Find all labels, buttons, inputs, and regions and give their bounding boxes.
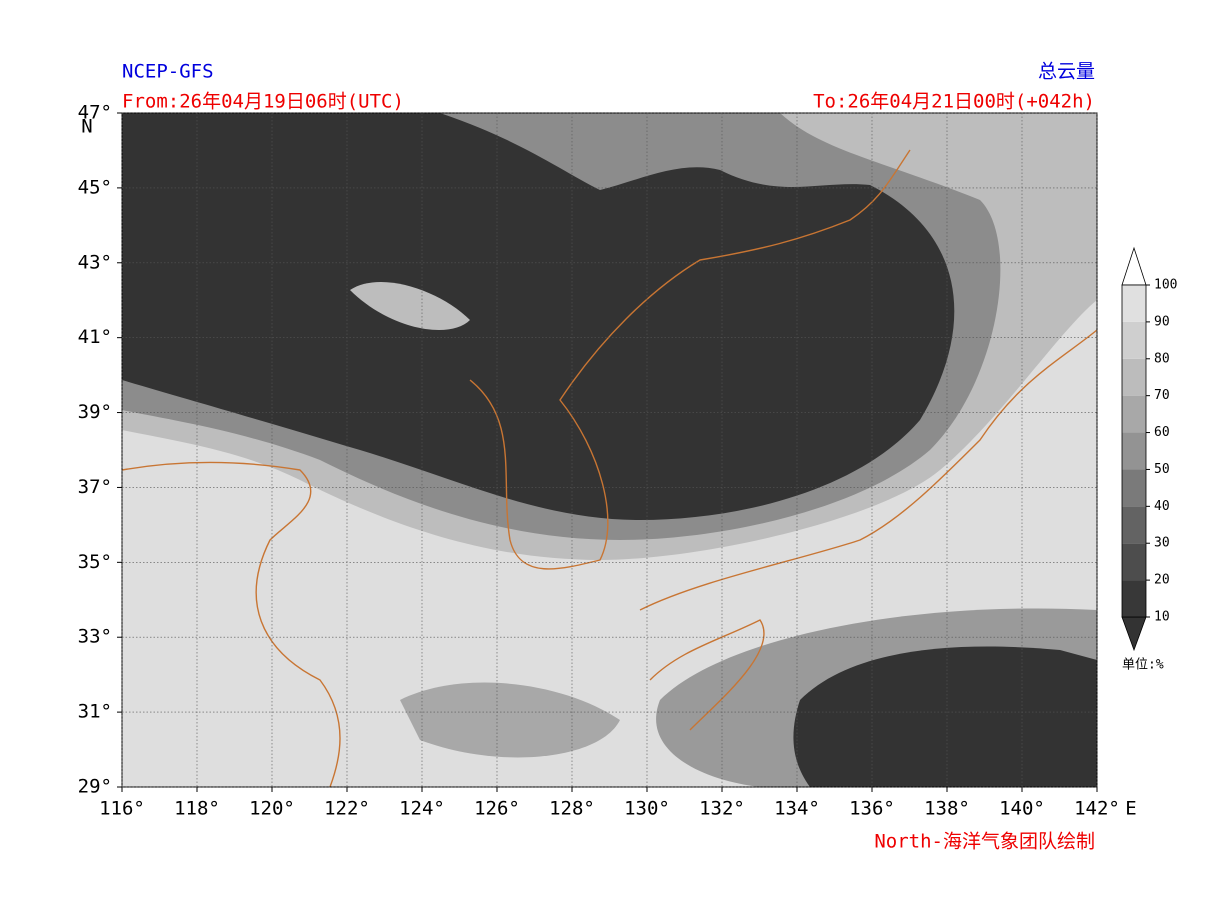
colorbar-over (1121, 246, 1147, 286)
colorbar-tick-label: 30 (1154, 536, 1170, 551)
lon-tick-label: 116° (99, 798, 145, 820)
colorbar-band (1122, 321, 1146, 359)
colorbar-tick-label: 70 (1154, 388, 1170, 403)
colorbar-tick-label: 20 (1154, 573, 1170, 588)
lon-tick-label: 118° (174, 798, 220, 820)
lon-tick-label: 134° (774, 798, 820, 820)
colorbar-band (1122, 395, 1146, 433)
colorbar-under (1121, 616, 1147, 652)
colorbar-frame (1121, 284, 1147, 618)
lat-tick-label: 37° (78, 476, 112, 498)
cloud-field (122, 113, 1097, 787)
colorbar-band (1122, 432, 1146, 470)
lon-tick-label: 140° (999, 798, 1045, 820)
colorbar-tick-label: 100 (1154, 278, 1177, 293)
lon-tick-label: 138° (924, 798, 970, 820)
map-area: N (81, 112, 1098, 788)
lat-unit: N (81, 116, 92, 138)
lon-tick-label: 120° (249, 798, 295, 820)
colorbar-band (1122, 469, 1146, 507)
lat-tick-label: 31° (78, 701, 112, 723)
lat-tick-label: 45° (78, 176, 112, 198)
colorbar-tick-label: 90 (1154, 314, 1170, 329)
lat-tick-label: 35° (78, 551, 112, 573)
lat-tick-label: 33° (78, 626, 112, 648)
colorbar-unit: 单位:% (1122, 658, 1164, 673)
colorbar-band (1122, 358, 1146, 396)
lat-tick-label: 47° (78, 102, 112, 124)
lon-tick-label: 136° (849, 798, 895, 820)
colorbar-tick-label: 80 (1154, 351, 1170, 366)
lon-unit: E (1125, 798, 1136, 820)
lat-tick-label: 29° (78, 776, 112, 798)
lon-tick-label: 128° (549, 798, 595, 820)
credit: North-海洋气象团队绘制 (874, 831, 1095, 853)
colorbar-tick-label: 60 (1154, 425, 1170, 440)
colorbar-tick-label: 50 (1154, 462, 1170, 477)
lat-tick-label: 41° (78, 326, 112, 348)
model-name: NCEP-GFS (122, 61, 214, 83)
variable-name: 总云量 (1038, 61, 1095, 83)
colorbar-band (1122, 285, 1146, 322)
lon-tick-label: 126° (474, 798, 520, 820)
colorbar-tick-label: 40 (1154, 499, 1170, 514)
lon-tick-label: 132° (699, 798, 745, 820)
lon-tick-label: 124° (399, 798, 445, 820)
lon-tick-label: 130° (624, 798, 670, 820)
colorbar-band (1122, 580, 1146, 617)
to-time: To:26年04月21日00时(+042h) (813, 91, 1095, 113)
from-time: From:26年04月19日06时(UTC) (122, 91, 404, 113)
lon-tick-label: 122° (324, 798, 370, 820)
colorbar-band (1122, 543, 1146, 581)
lat-tick-label: 43° (78, 251, 112, 273)
lat-tick-label: 39° (78, 401, 112, 423)
colorbar-tick-label: 10 (1154, 610, 1170, 625)
lon-tick-label: 142° (1074, 798, 1120, 820)
colorbar-band (1122, 506, 1146, 544)
